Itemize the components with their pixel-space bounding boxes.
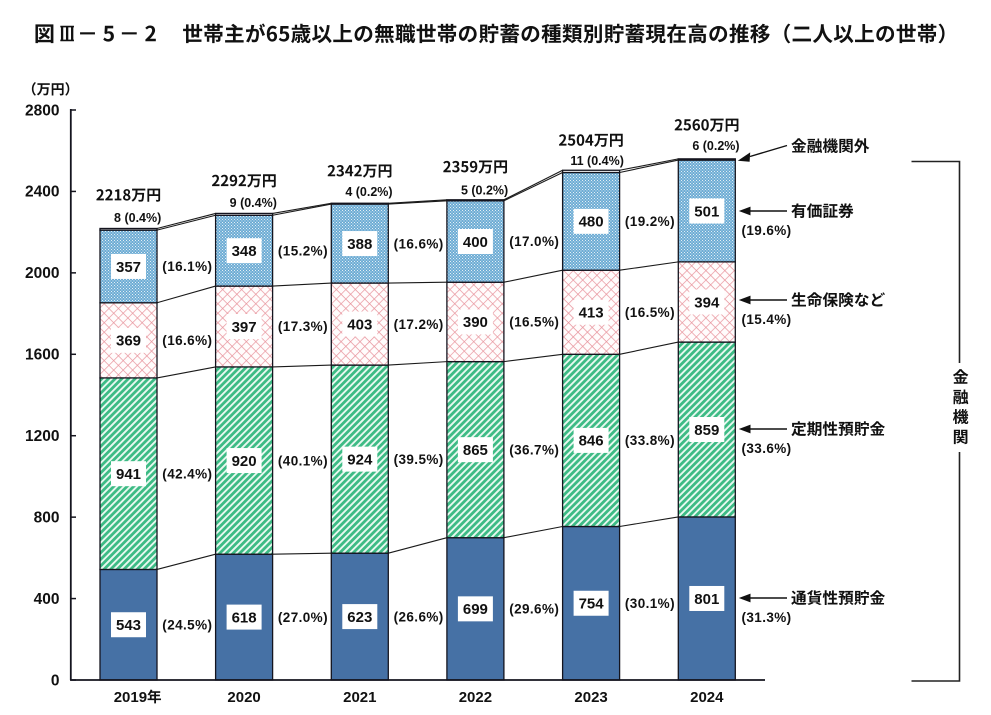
svg-text:859: 859 [694,422,719,439]
svg-text:618: 618 [232,609,257,626]
svg-text:(15.2%): (15.2%) [278,243,328,258]
svg-text:(42.4%): (42.4%) [162,466,212,481]
svg-text:1200: 1200 [25,428,59,445]
svg-text:(33.6%): (33.6%) [742,441,792,456]
svg-text:(26.6%): (26.6%) [394,609,444,624]
svg-text:865: 865 [463,442,488,459]
svg-text:0: 0 [51,672,60,689]
svg-text:(30.1%): (30.1%) [625,596,675,611]
svg-text:2021: 2021 [343,689,376,706]
svg-text:11 (0.4%): 11 (0.4%) [570,154,624,168]
svg-text:(36.7%): (36.7%) [509,442,559,457]
svg-text:(29.6%): (29.6%) [509,602,559,617]
svg-text:754: 754 [579,596,605,613]
svg-text:(16.5%): (16.5%) [509,315,559,330]
svg-text:623: 623 [347,609,372,626]
svg-text:(17.3%): (17.3%) [278,319,328,334]
svg-text:5 (0.2%): 5 (0.2%) [461,184,508,198]
svg-text:(17.2%): (17.2%) [394,317,444,332]
svg-text:501: 501 [694,203,719,220]
svg-text:400: 400 [34,591,60,608]
svg-text:9 (0.4%): 9 (0.4%) [230,196,277,210]
svg-text:846: 846 [579,433,604,450]
svg-text:(19.2%): (19.2%) [625,214,675,229]
svg-text:801: 801 [694,591,719,608]
svg-text:2024: 2024 [690,689,724,706]
svg-text:4 (0.2%): 4 (0.2%) [345,185,392,199]
svg-text:(24.5%): (24.5%) [162,617,212,632]
svg-text:699: 699 [463,601,488,618]
svg-text:2020: 2020 [227,689,260,706]
svg-text:403: 403 [347,316,372,333]
svg-text:(17.0%): (17.0%) [509,234,559,249]
svg-text:2000: 2000 [25,265,59,282]
svg-text:1600: 1600 [25,347,59,364]
svg-text:2400: 2400 [25,184,59,201]
svg-text:2800: 2800 [25,102,59,119]
svg-text:(16.5%): (16.5%) [625,305,675,320]
svg-text:(16.6%): (16.6%) [162,333,212,348]
svg-text:(33.8%): (33.8%) [625,433,675,448]
svg-text:397: 397 [232,319,257,336]
svg-text:(19.6%): (19.6%) [742,223,792,238]
svg-text:400: 400 [463,234,488,251]
svg-text:924: 924 [347,451,373,468]
svg-text:388: 388 [347,236,372,253]
svg-text:(27.0%): (27.0%) [278,610,328,625]
svg-text:(15.4%): (15.4%) [742,312,792,327]
svg-text:(39.5%): (39.5%) [394,452,444,467]
svg-text:(31.3%): (31.3%) [742,610,792,625]
svg-text:(40.1%): (40.1%) [278,453,328,468]
svg-text:800: 800 [34,509,60,526]
svg-text:941: 941 [116,466,141,483]
svg-text:480: 480 [579,214,604,231]
svg-text:413: 413 [579,305,604,322]
svg-text:348: 348 [232,243,257,260]
svg-text:8 (0.4%): 8 (0.4%) [114,211,161,225]
svg-text:2019: 2019 [114,689,147,706]
svg-text:357: 357 [116,259,141,276]
svg-text:369: 369 [116,333,141,350]
svg-text:(16.1%): (16.1%) [162,259,212,274]
svg-text:390: 390 [463,314,488,331]
svg-text:2022: 2022 [459,689,492,706]
svg-text:2023: 2023 [574,689,607,706]
svg-text:6 (0.2%): 6 (0.2%) [692,139,739,153]
svg-text:543: 543 [116,617,141,634]
svg-text:(16.6%): (16.6%) [394,236,444,251]
svg-text:394: 394 [694,294,720,311]
svg-text:920: 920 [232,453,257,470]
